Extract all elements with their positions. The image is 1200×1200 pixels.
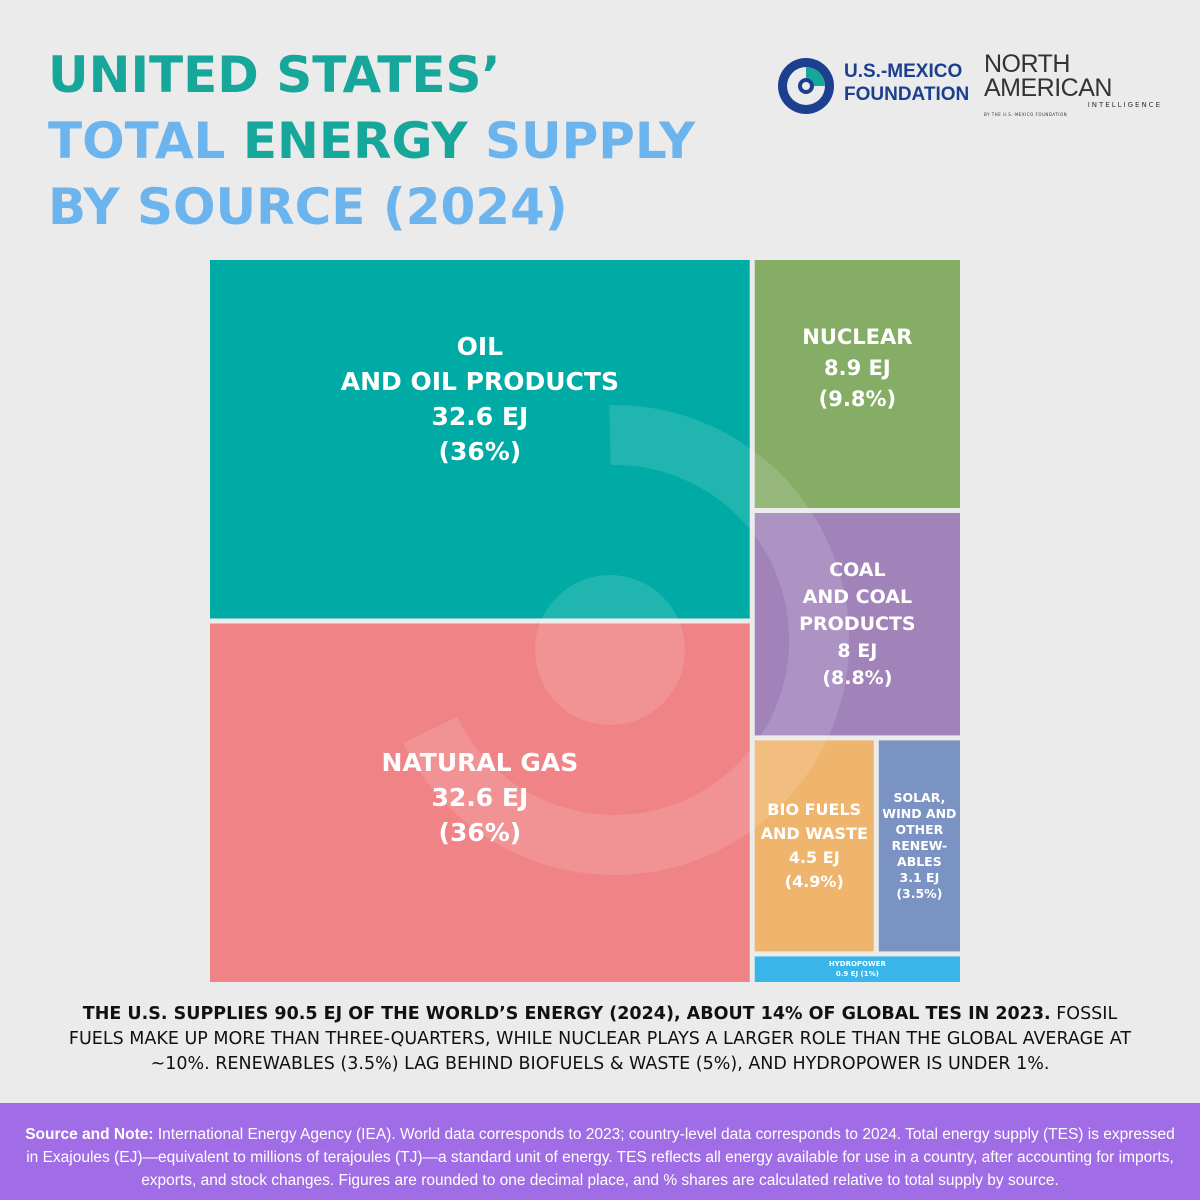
- tile-label-line: (36%): [438, 818, 522, 848]
- tile-label-line: 8 EJ: [837, 639, 878, 662]
- treemap-tile-renewables: [878, 740, 960, 952]
- summary-text: THE U.S. SUPPLIES 90.5 EJ OF THE WORLD’S…: [60, 1002, 1140, 1077]
- summary-rest: FOSSIL FUELS MAKE UP MORE THAN THREE-QUA…: [68, 1004, 1132, 1074]
- treemap-label-renewables: SOLAR, WIND AND OTHER RENEW- ABLES 3.1 EJ (3.5…: [879, 740, 960, 951]
- nai-line-1: NORTH: [984, 50, 1070, 78]
- treemap-label-biofuels: BIO FUELS AND WASTE 4.5 EJ (4.9%): [755, 740, 874, 951]
- tile-label-line: NATURAL GAS: [381, 748, 579, 778]
- title-line-2-c: SUPPLY: [467, 112, 696, 170]
- usmf-logo-icon: [778, 58, 834, 114]
- tile-label-line: (8.8%): [822, 666, 893, 689]
- tile-label-line: COAL: [829, 558, 886, 581]
- treemap-tile-hydropower: [754, 956, 960, 982]
- tile-label-line: 8.9 EJ: [824, 356, 891, 381]
- treemap-tile-biofuels: [754, 740, 874, 952]
- treemap-label-nuclear: NUCLEAR 8.9 EJ (9.8%): [755, 260, 960, 508]
- tile-label-line: AND OIL PRODUCTS: [340, 367, 619, 397]
- usmf-line-2: FOUNDATION: [844, 84, 970, 105]
- usmf-logo: U.S.-MEXICO FOUNDATION: [776, 52, 1006, 122]
- nai-line-4: BY THE U.S.-MEXICO FOUNDATION: [984, 112, 1068, 117]
- tile-label-line: 0.9 EJ (1%): [835, 970, 879, 979]
- treemap-tile-oil: [210, 260, 750, 619]
- title-line-3: BY SOURCE (2024): [48, 178, 568, 236]
- tile-label-line: ABLES: [897, 853, 942, 869]
- nai-line-3: INTELLIGENCE: [1087, 101, 1162, 109]
- tile-label-line: (36%): [438, 437, 522, 467]
- usmf-line-1: U.S.-MEXICO: [844, 61, 963, 82]
- tile-label-line: AND COAL: [802, 585, 913, 608]
- tile-label-line: OIL: [456, 332, 504, 362]
- treemap-tile-coal: [754, 512, 960, 736]
- treemap-label-natural-gas: NATURAL GAS 32.6 EJ (36%): [210, 624, 750, 983]
- title-line-2-a: TOTAL: [48, 112, 243, 170]
- title-line-1: UNITED STATES’: [48, 46, 501, 104]
- treemap-label-hydropower: HYDROPOWER 0.9 EJ (1%): [755, 956, 960, 982]
- treemap-tile-natural-gas: [210, 623, 750, 982]
- treemap-chart: OIL AND OIL PRODUCTS 32.6 EJ (36%) NATURAL G…: [210, 260, 960, 982]
- nai-logo: NORTH AMERICAN INTELLIGENCE BY THE U.S.-…: [984, 52, 1162, 122]
- nai-line-2: AMERICAN: [984, 74, 1112, 102]
- tile-label-line: 32.6 EJ: [431, 402, 529, 432]
- summary-bold: THE U.S. SUPPLIES 90.5 EJ OF THE WORLD’S…: [82, 1004, 1051, 1024]
- tile-label-line: OTHER: [895, 821, 944, 837]
- tile-label-line: RENEW-: [891, 837, 948, 853]
- tile-label-line: PRODUCTS: [799, 612, 916, 635]
- treemap-label-coal: COAL AND COAL PRODUCTS 8 EJ (8.8%): [755, 513, 960, 735]
- chart-title: UNITED STATES’ TOTAL ENERGY SUPPLY BY SO…: [48, 42, 695, 240]
- tile-label-line: WIND AND: [882, 805, 957, 821]
- tile-label-line: 3.1 EJ: [899, 869, 940, 885]
- tile-label-line: 32.6 EJ: [431, 783, 529, 813]
- title-line-2-b: ENERGY: [242, 112, 468, 170]
- tile-label-line: HYDROPOWER: [828, 960, 886, 969]
- tile-label-line: (4.9%): [784, 871, 844, 891]
- footer-text: International Energy Agency (IEA). World…: [26, 1126, 1175, 1189]
- tile-label-line: (3.5%): [896, 885, 943, 901]
- tile-label-line: BIO FUELS: [767, 799, 862, 819]
- treemap-label-oil: OIL AND OIL PRODUCTS 32.6 EJ (36%): [210, 260, 750, 619]
- tile-label-line: 4.5 EJ: [788, 847, 840, 867]
- tile-label-line: NUCLEAR: [802, 325, 913, 350]
- source-note-footer: Source and Note: International Energy Ag…: [0, 1103, 1200, 1200]
- treemap-svg: [210, 260, 960, 982]
- tile-label-line: SOLAR,: [893, 789, 946, 805]
- footer-label: Source and Note:: [25, 1126, 154, 1143]
- tile-label-line: (9.8%): [818, 387, 897, 412]
- watermark-logo: [403, 404, 850, 875]
- treemap-tile-nuclear: [754, 260, 960, 508]
- tile-label-line: AND WASTE: [760, 823, 868, 843]
